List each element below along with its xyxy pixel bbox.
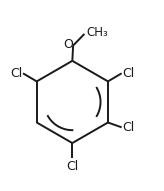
Text: CH₃: CH₃	[86, 26, 108, 39]
Text: Cl: Cl	[123, 67, 135, 80]
Text: Cl: Cl	[123, 121, 135, 134]
Text: O: O	[63, 38, 73, 51]
Text: Cl: Cl	[10, 67, 22, 80]
Text: Cl: Cl	[66, 160, 78, 173]
